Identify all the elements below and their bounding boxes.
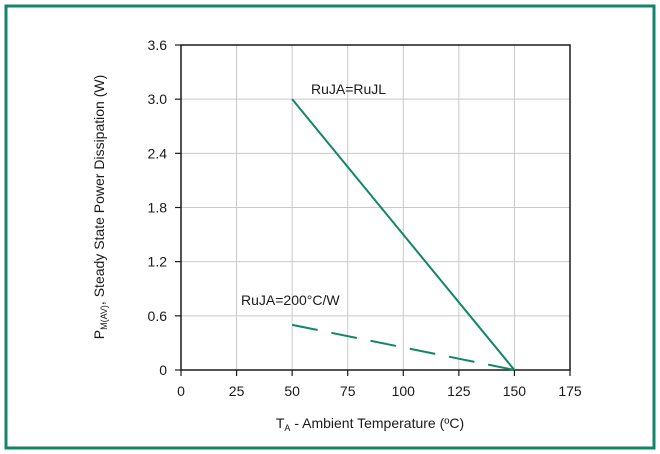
series-label-200cw: RuJA=200°C/W (241, 292, 340, 308)
x-tick-label: 150 (503, 383, 527, 399)
y-axis-label-main: P (91, 330, 107, 339)
x-tick-label: 175 (558, 383, 582, 399)
x-tick-label: 75 (340, 383, 356, 399)
data-series (291, 98, 516, 371)
x-axis-label-rest: - Ambient Temperature (ºC) (290, 415, 464, 431)
series-label-rujl: RuJA=RuJL (311, 81, 386, 97)
x-axis-label: TA - Ambient Temperature (ºC) (276, 415, 464, 433)
y-tick-label: 1.2 (148, 254, 168, 270)
y-axis-label-subscript: M(AV) (99, 305, 109, 330)
y-tick-label: 1.8 (148, 200, 168, 216)
y-tick-label: 0.6 (148, 308, 168, 324)
y-tick-label: 3.0 (148, 91, 168, 107)
series-line-rujl (291, 98, 516, 371)
y-axis-label: PM(AV), Steady State Power Dissipation (… (91, 75, 109, 340)
x-tick-label: 25 (229, 383, 245, 399)
x-axis-label-main: T (276, 415, 285, 431)
x-tick-label: 0 (177, 383, 185, 399)
y-tick-label: 0 (159, 362, 167, 378)
y-tick-label: 2.4 (148, 145, 168, 161)
y-axis-label-rest: , Steady State Power Dissipation (W) (91, 75, 107, 305)
axis-ticks: 0 25 50 75 100 125 150 175 0 0.6 1.2 1.8 2.4 3.0 3.6 (148, 37, 582, 399)
x-tick-label: 125 (447, 383, 471, 399)
y-tick-label: 3.6 (148, 37, 168, 53)
x-axis-label-subscript: A (284, 423, 290, 433)
x-tick-label: 50 (284, 383, 300, 399)
figure-border (4, 4, 656, 450)
x-tick-label: 100 (392, 383, 416, 399)
